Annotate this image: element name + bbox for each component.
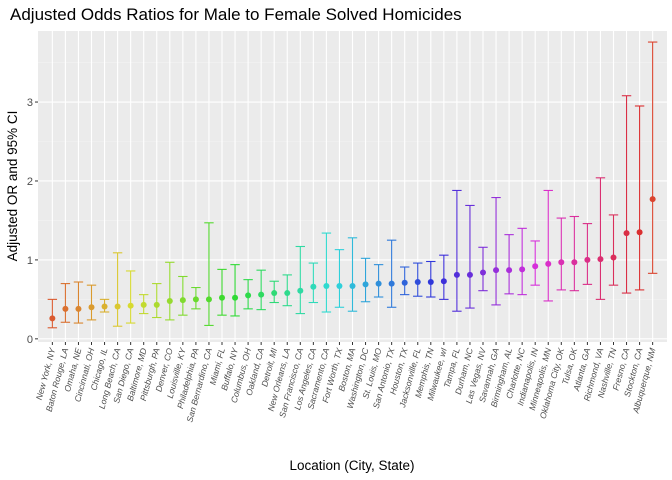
odds-ratio-point (49, 315, 56, 322)
odds-ratio-point (597, 256, 604, 263)
odds-ratio-point (62, 305, 69, 312)
odds-ratio-point (375, 280, 382, 287)
odds-ratio-point (114, 303, 121, 310)
odds-ratio-point (649, 196, 656, 203)
odds-ratio-point (414, 279, 421, 286)
odds-ratio-point (440, 278, 447, 285)
odds-ratio-point (545, 260, 552, 267)
odds-ratio-point (479, 269, 486, 276)
data-marks (47, 41, 658, 329)
odds-ratio-point (401, 279, 408, 286)
y-tick-label: 0 (27, 334, 33, 346)
odds-ratio-point (232, 294, 239, 301)
odds-ratio-point (466, 271, 473, 278)
x-axis-title: Location (City, State) (289, 458, 414, 473)
odds-ratio-point (388, 280, 395, 287)
odds-ratio-point (362, 281, 369, 288)
odds-ratio-point (610, 254, 617, 261)
y-axis-ticks: 0 1 2 3 (27, 97, 38, 346)
odds-ratio-point (493, 267, 500, 274)
y-tick-label: 1 (27, 255, 33, 267)
odds-ratio-point (506, 267, 513, 274)
odds-ratio-point (245, 292, 252, 299)
odds-ratio-point (558, 259, 565, 266)
odds-ratio-point (636, 229, 643, 236)
odds-ratio-point (310, 283, 317, 290)
odds-ratio-point (571, 259, 578, 266)
odds-ratio-point (127, 302, 134, 309)
odds-ratio-point (205, 296, 212, 303)
odds-ratio-point (349, 282, 356, 289)
odds-ratio-point (519, 266, 526, 273)
odds-ratio-point (179, 297, 186, 304)
odds-ratio-point (153, 301, 160, 308)
odds-ratio-point (297, 287, 304, 294)
odds-ratio-point (219, 294, 226, 301)
odds-ratio-point (427, 279, 434, 286)
odds-ratio-point (336, 282, 343, 289)
y-tick-label: 3 (27, 97, 33, 109)
chart-title: Adjusted Odds Ratios for Male to Female … (10, 5, 462, 24)
odds-ratio-point (258, 291, 265, 298)
odds-ratio-point (88, 304, 95, 311)
odds-ratio-point (323, 282, 330, 289)
odds-ratio-point (166, 297, 173, 304)
odds-ratio-point (101, 303, 108, 310)
odds-ratio-point (271, 290, 278, 297)
odds-ratio-point (140, 301, 147, 308)
odds-ratio-point (284, 290, 291, 297)
odds-ratio-point (532, 263, 539, 270)
y-axis-title: Adjusted OR and 95% CI (5, 111, 20, 262)
y-tick-label: 2 (27, 176, 33, 188)
odds-ratio-point (192, 296, 199, 303)
odds-ratio-point (75, 305, 82, 312)
odds-ratio-point (453, 271, 460, 278)
odds-ratio-point (623, 230, 630, 237)
odds-ratio-point (584, 256, 591, 263)
